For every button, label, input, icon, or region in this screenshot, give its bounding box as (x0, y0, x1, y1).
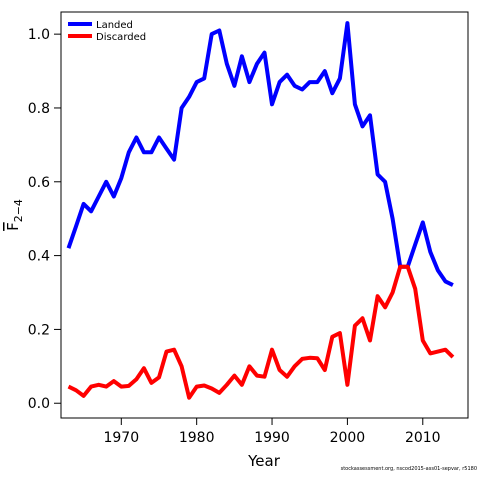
x-tick-label: 2010 (405, 430, 441, 446)
y-axis-title: F2−4 (4, 199, 25, 231)
source-footer: stockassessment.org, nscod2015-ass01-sep… (340, 466, 477, 472)
series-line-landed (66, 21, 454, 287)
legend: Landed Discarded (68, 20, 146, 43)
legend-label-landed: Landed (96, 20, 133, 31)
y-tick-label: 0.0 (28, 396, 50, 412)
svg-text:F2−4: F2−4 (4, 199, 25, 231)
legend-label-discarded: Discarded (96, 32, 146, 43)
x-axis-title: Year (247, 452, 281, 470)
y-tick-label: 0.2 (28, 322, 50, 338)
y-tick-label: 0.4 (28, 249, 50, 265)
y-tick-label: 0.6 (28, 175, 50, 191)
axis-titles: Year F2−4 (4, 199, 281, 470)
series-layer (66, 21, 455, 400)
x-tick-label: 2000 (330, 430, 366, 446)
plot-frame (60, 11, 469, 419)
y-tick-label: 0.8 (28, 101, 50, 117)
y-axis-title-sub: 2−4 (12, 199, 25, 222)
x-tick-label: 1980 (179, 430, 215, 446)
x-axis: 1970 1980 1990 2000 2010 (103, 418, 441, 446)
x-tick-label: 1990 (254, 430, 290, 446)
x-tick-label: 1970 (103, 430, 139, 446)
y-tick-label: 1.0 (28, 27, 50, 43)
series-line-discarded (67, 264, 455, 400)
y-axis: 0.0 0.2 0.4 0.6 0.8 1.0 (28, 27, 61, 412)
y-axis-title-main: F (4, 222, 22, 231)
